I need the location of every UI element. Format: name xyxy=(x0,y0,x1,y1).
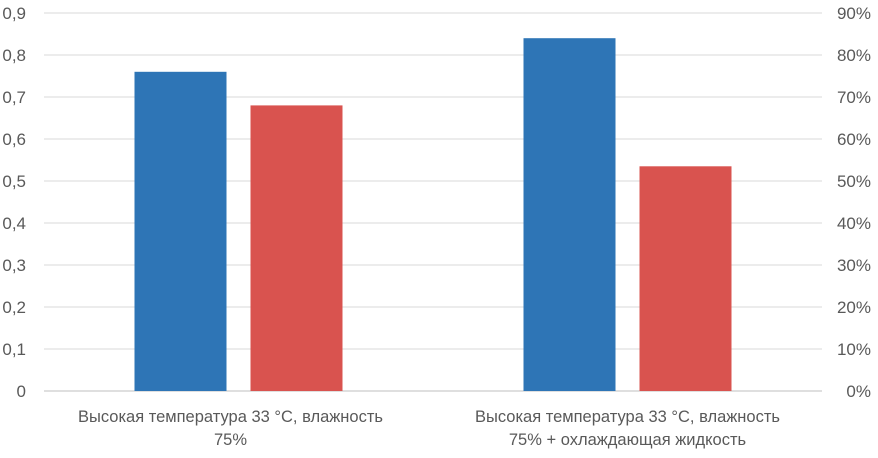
left-tick-label: 0,7 xyxy=(2,88,26,107)
left-tick-label: 0 xyxy=(17,382,26,401)
right-tick-label: 0% xyxy=(846,382,871,401)
category-label: Высокая температура 33 °С, влажность xyxy=(78,408,383,426)
bar-series-1-cat-1 xyxy=(134,71,227,392)
bar-series-1-cat-2 xyxy=(523,38,616,391)
right-tick-label: 30% xyxy=(837,256,871,275)
left-tick-label: 0,5 xyxy=(2,172,26,191)
left-tick-label: 0,1 xyxy=(2,340,26,359)
right-tick-label: 40% xyxy=(837,214,871,233)
left-tick-label: 0,2 xyxy=(2,298,26,317)
right-tick-label: 70% xyxy=(837,88,871,107)
right-axis: 0% 10% 20% 30% 40% 50% 60% 70% 80% 90% xyxy=(837,4,871,401)
bar-series-2-cat-2 xyxy=(639,166,732,391)
bar-series-2-cat-1 xyxy=(250,105,343,392)
left-axis: 0 0,1 0,2 0,3 0,4 0,5 0,6 0,7 0,8 0,9 xyxy=(2,4,26,401)
right-tick-label: 50% xyxy=(837,172,871,191)
category-labels: Высокая температура 33 °С, влажность 75% В… xyxy=(78,408,780,449)
left-tick-label: 0,4 xyxy=(2,214,26,233)
right-tick-label: 60% xyxy=(837,130,871,149)
right-tick-label: 90% xyxy=(837,4,871,23)
right-tick-label: 20% xyxy=(837,298,871,317)
left-tick-label: 0,6 xyxy=(2,130,26,149)
left-tick-label: 0,3 xyxy=(2,256,26,275)
left-tick-label: 0,8 xyxy=(2,46,26,65)
left-tick-label: 0,9 xyxy=(2,4,26,23)
category-label: Высокая температура 33 °С, влажность xyxy=(475,408,780,426)
right-tick-label: 80% xyxy=(837,46,871,65)
category-label: 75% xyxy=(214,431,247,449)
bars xyxy=(134,38,732,392)
category-label: 75% + охлаждающая жидкость xyxy=(509,431,746,449)
right-tick-label: 10% xyxy=(837,340,871,359)
